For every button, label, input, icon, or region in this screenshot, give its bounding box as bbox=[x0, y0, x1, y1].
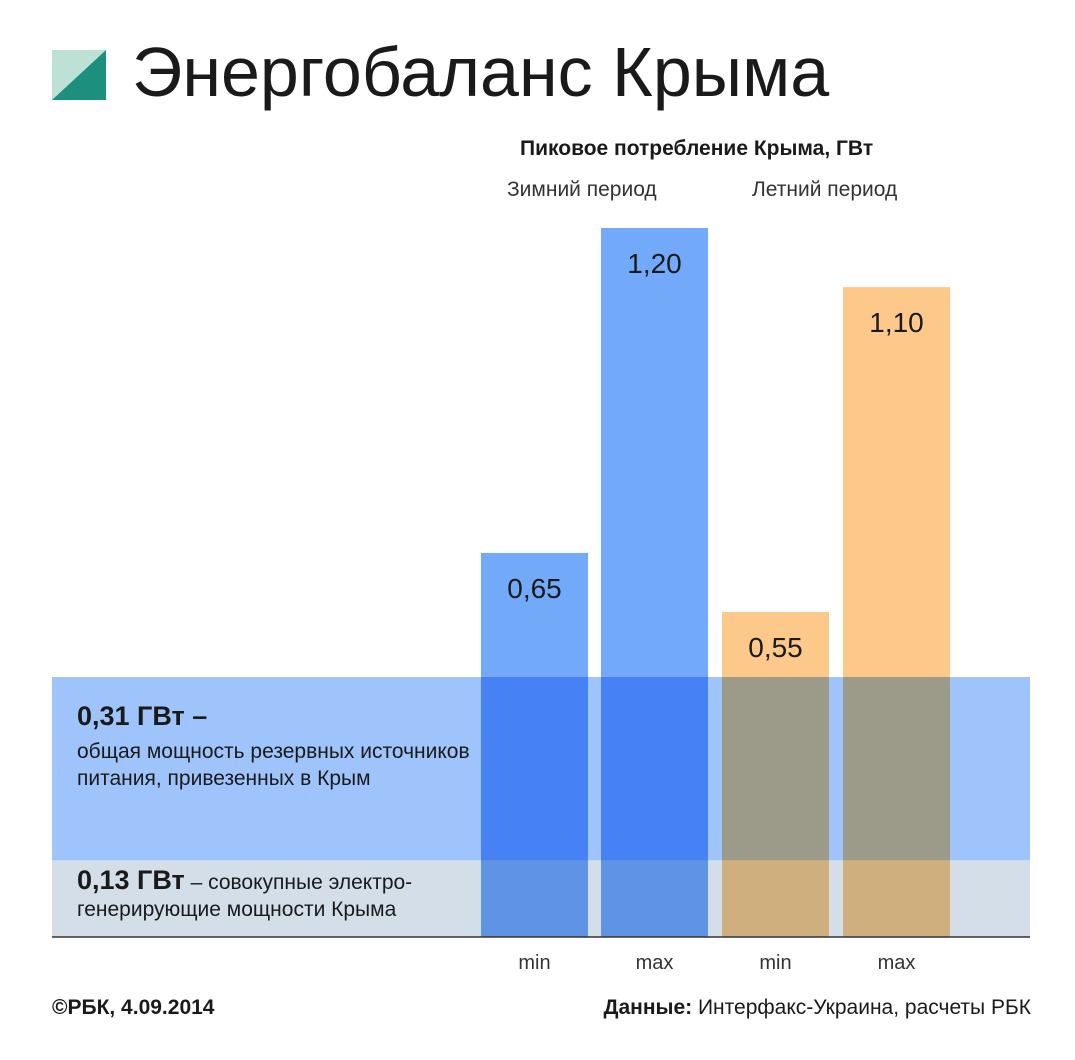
local-band-value: 0,13 ГВт bbox=[77, 865, 185, 895]
x-tick-label-1: max bbox=[636, 952, 674, 974]
data-label-1: 1,20 bbox=[627, 248, 682, 279]
copyright: ©РБК, 4.09.2014 bbox=[52, 996, 215, 1019]
x-tick-label-2: min bbox=[759, 952, 791, 974]
data-label-2: 0,55 bbox=[748, 632, 803, 663]
chart-subtitle: Пиковое потребление Крыма, ГВт bbox=[520, 137, 874, 160]
reserve-band-label: 0,31 ГВт – общая мощность резервных исто… bbox=[77, 703, 497, 792]
data-label-0: 0,65 bbox=[507, 573, 562, 604]
x-tick-label-3: max bbox=[878, 952, 916, 974]
page-title: Энергобаланс Крыма bbox=[132, 33, 830, 111]
rbc-logo-icon bbox=[52, 50, 106, 100]
source-text: Интерфакс-Украина, расчеты РБК bbox=[692, 996, 1031, 1019]
group-label-summer: Летний период bbox=[752, 178, 898, 201]
reserve-capacity-band bbox=[52, 677, 1030, 861]
reserve-band-value: 0,31 ГВт – bbox=[77, 701, 208, 731]
local-capacity-band bbox=[52, 860, 1030, 937]
local-band-description: – совокупные электро-генерирующие мощнос… bbox=[77, 871, 413, 921]
data-label-3: 1,10 bbox=[869, 307, 924, 338]
x-tick-label-0: min bbox=[518, 952, 550, 974]
reserve-band-description: общая мощность резервных источников пита… bbox=[77, 740, 470, 790]
source-label: Данные: bbox=[603, 996, 693, 1019]
group-label-winter: Зимний период bbox=[507, 178, 657, 201]
data-source: Данные: Интерфакс-Украина, расчеты РБК bbox=[604, 996, 1032, 1020]
local-band-label: 0,13 ГВт – совокупные электро-генерирующ… bbox=[77, 867, 487, 923]
